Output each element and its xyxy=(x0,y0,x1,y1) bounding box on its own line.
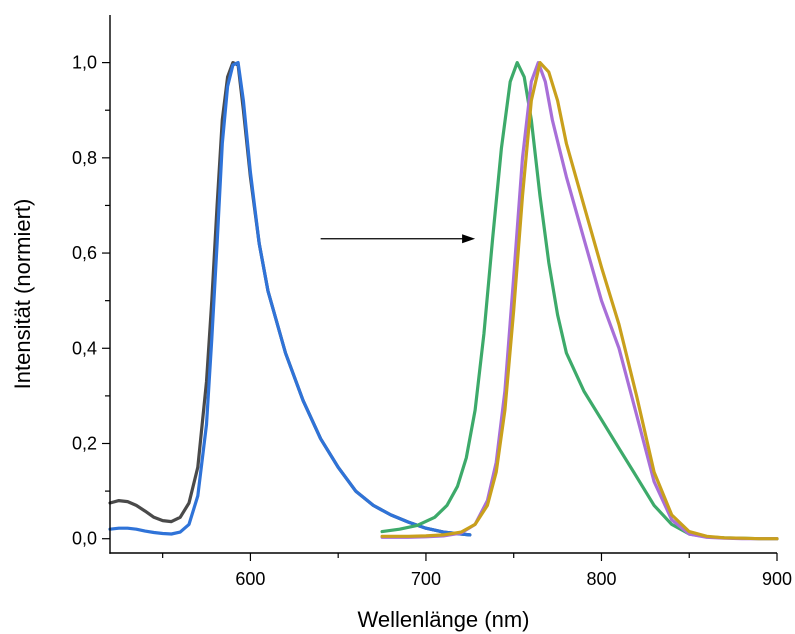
y-tick-label: 0,6 xyxy=(72,243,97,263)
arrow-head xyxy=(462,234,475,243)
y-tick-label: 0,0 xyxy=(72,529,97,549)
x-tick-label: 800 xyxy=(586,569,616,589)
series-layer xyxy=(110,63,777,539)
series-line-4 xyxy=(382,63,777,539)
series-line-5 xyxy=(382,63,777,539)
annotation-layer xyxy=(321,234,475,243)
y-tick-label: 0,8 xyxy=(72,148,97,168)
series-line-1 xyxy=(110,63,470,535)
y-axis-title: Intensität (normiert) xyxy=(10,199,35,390)
y-tick-label: 1,0 xyxy=(72,53,97,73)
x-tick-label: 600 xyxy=(235,569,265,589)
axes-layer: 600 700 800 900 0,0 0,2 0,4 0,6 0,8 1,0 xyxy=(72,15,792,589)
x-tick-label: 900 xyxy=(762,569,792,589)
series-line-2 xyxy=(110,63,470,535)
y-tick-label: 0,4 xyxy=(72,338,97,358)
y-tick-label: 0,2 xyxy=(72,433,97,453)
x-tick-label: 700 xyxy=(411,569,441,589)
series-line-3 xyxy=(382,63,777,539)
x-axis-title: Wellenlänge (nm) xyxy=(357,607,529,632)
